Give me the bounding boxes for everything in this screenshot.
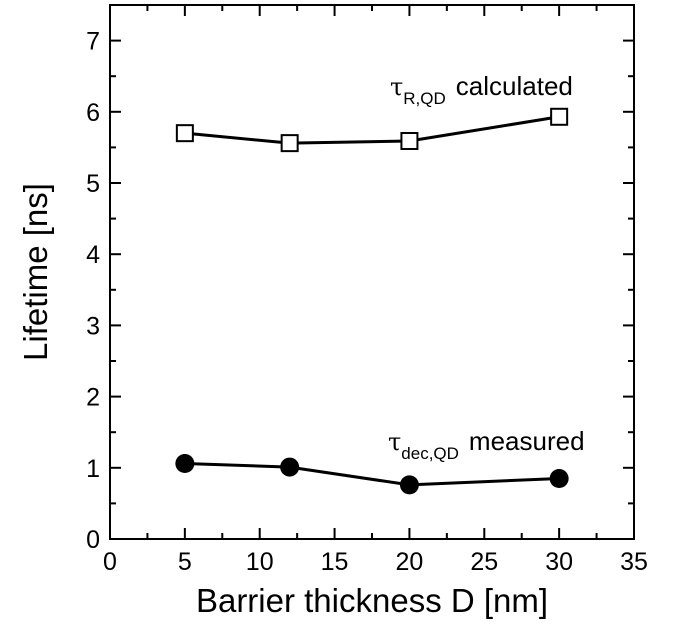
y-tick-label: 0: [86, 526, 100, 554]
data-point-square: [280, 134, 299, 153]
calculated-annotation: τR,QD calculated: [390, 71, 573, 108]
x-tick-label: 25: [470, 548, 498, 576]
data-series: [175, 107, 569, 495]
x-tick-label: 0: [103, 548, 117, 576]
data-point-square: [550, 107, 569, 126]
data-point-square: [175, 124, 194, 143]
data-point-square: [400, 131, 419, 150]
y-axis-label: Lifetime [ns]: [17, 183, 54, 361]
x-tick-label: 10: [246, 548, 274, 576]
y-tick-label: 1: [86, 455, 100, 483]
y-tick-label: 4: [86, 241, 100, 269]
y-tick-label: 6: [86, 99, 100, 127]
x-tick-label: 15: [321, 548, 349, 576]
x-axis-label: Barrier thickness D [nm]: [196, 582, 548, 619]
y-tick-label: 7: [86, 28, 100, 56]
data-point-circle: [549, 468, 569, 488]
axis-ticks: 0 5 10 15 20 25 30 35 0 1 2 3 4 5 6 7: [86, 4, 648, 576]
data-point-circle: [399, 475, 419, 495]
x-tick-label: 35: [620, 548, 648, 576]
data-point-circle: [280, 457, 300, 477]
y-tick-label: 3: [86, 312, 100, 340]
x-tick-label: 5: [178, 548, 192, 576]
y-tick-label: 5: [86, 170, 100, 198]
measured-annotation: τdec,QD measured: [388, 426, 585, 463]
y-tick-label: 2: [86, 384, 100, 412]
series-line-1: [184, 462, 560, 487]
x-tick-label: 20: [396, 548, 424, 576]
x-tick-label: 30: [545, 548, 573, 576]
data-point-circle: [175, 454, 195, 474]
series-line-0: [184, 115, 560, 145]
